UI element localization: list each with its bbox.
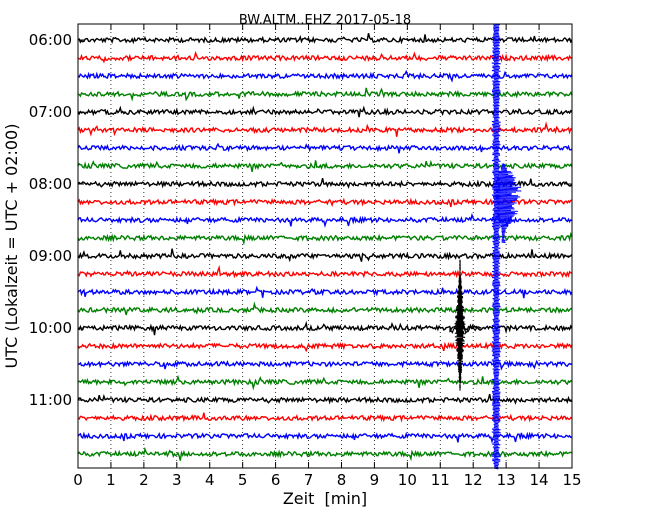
trace-row-0815 <box>77 197 573 208</box>
x-tick-label-12: 12 <box>464 471 483 489</box>
grid-lines <box>110 24 540 468</box>
event-burst-2 <box>449 259 482 391</box>
trace-row-1100 <box>77 393 573 405</box>
x-tick-label-11: 11 <box>431 471 450 489</box>
y-axis-label: UTC (Lokalzeit = UTC + 02:00) <box>2 124 21 369</box>
y-axis-ticks: 06:00 07:00 08:00 09:00 10:00 11:00 <box>29 31 572 409</box>
y-tick-label-0900: 09:00 <box>29 247 72 265</box>
x-tick-label-3: 3 <box>172 471 182 489</box>
trace-row-1045 <box>77 374 573 391</box>
x-tick-label-15: 15 <box>562 471 581 489</box>
trace-row-0800 <box>77 177 573 189</box>
x-tick-label-4: 4 <box>205 471 215 489</box>
trace-row-0700 <box>77 105 573 118</box>
trace-row-0830 <box>77 212 573 228</box>
trace-row-0645 <box>77 87 573 102</box>
trace-row-0615 <box>77 50 573 64</box>
event-spike-0 <box>491 23 501 470</box>
y-tick-label-1100: 11:00 <box>29 391 72 409</box>
chart-title: BW.ALTM..EHZ 2017-05-18 <box>239 13 411 28</box>
x-tick-label-1: 1 <box>106 471 116 489</box>
trace-row-0845 <box>77 231 573 246</box>
trace-row-0745 <box>77 159 573 172</box>
trace-row-0915 <box>77 264 573 279</box>
trace-row-0930 <box>77 285 573 299</box>
trace-row-1000 <box>77 320 573 336</box>
x-tick-label-8: 8 <box>337 471 347 489</box>
seismic-traces <box>77 33 573 462</box>
trace-row-0630 <box>77 69 573 83</box>
trace-row-1130 <box>77 431 573 444</box>
trace-row-0730 <box>77 142 573 154</box>
trace-row-1145 <box>77 446 573 462</box>
x-tick-label-0: 0 <box>73 471 83 489</box>
y-tick-label-0600: 06:00 <box>29 31 72 49</box>
y-tick-label-0700: 07:00 <box>29 103 72 121</box>
trace-row-0715 <box>77 121 573 137</box>
trace-row-0600 <box>77 33 573 45</box>
x-axis-label: Zeit [min] <box>283 489 367 508</box>
x-tick-label-10: 10 <box>398 471 417 489</box>
trace-row-1115 <box>77 412 573 424</box>
x-axis-ticks: 0 1 2 3 4 5 6 7 8 9 10 11 12 13 14 15 <box>73 24 582 489</box>
trace-row-1015 <box>77 339 573 353</box>
y-tick-label-0800: 08:00 <box>29 175 72 193</box>
trace-row-0945 <box>77 301 573 316</box>
x-tick-label-9: 9 <box>370 471 380 489</box>
y-tick-label-1000: 10:00 <box>29 319 72 337</box>
x-tick-label-7: 7 <box>304 471 314 489</box>
x-tick-label-6: 6 <box>271 471 281 489</box>
trace-row-1030 <box>77 359 573 371</box>
plot-frame <box>77 23 573 469</box>
x-tick-label-5: 5 <box>238 471 248 489</box>
x-tick-label-2: 2 <box>139 471 149 489</box>
event-coda-1 <box>493 163 522 244</box>
x-tick-label-14: 14 <box>530 471 549 489</box>
trace-row-0900 <box>77 248 573 263</box>
x-tick-label-13: 13 <box>497 471 516 489</box>
